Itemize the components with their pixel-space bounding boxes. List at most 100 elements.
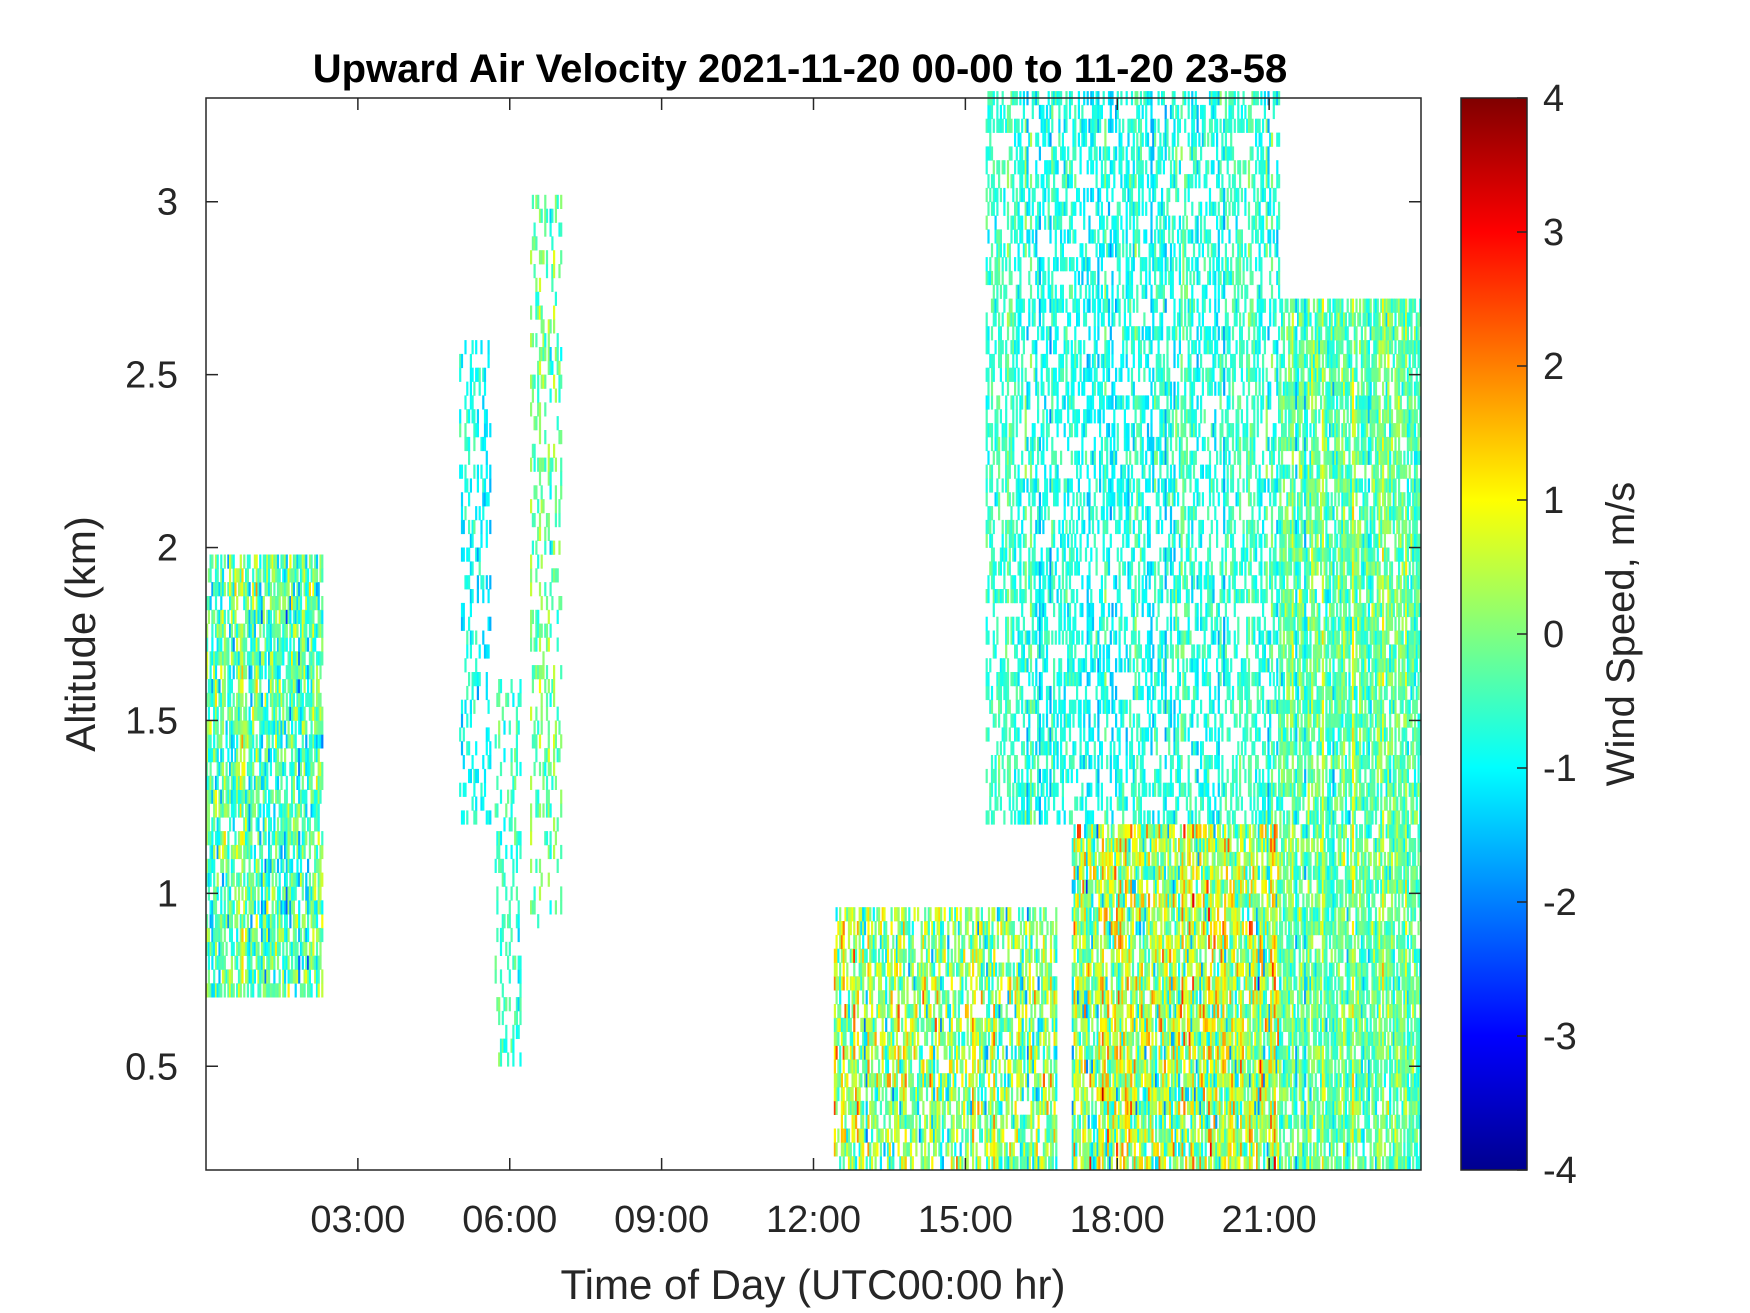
heatmap-cell [496,900,499,915]
heatmap-cell [239,637,242,652]
heatmap-cell [275,554,278,569]
heatmap-cell [1058,602,1061,618]
heatmap-cell [1031,436,1034,452]
heatmap-cell [904,907,907,922]
heatmap-cell [558,430,561,445]
heatmap-cell [294,941,297,956]
heatmap-cell [508,817,511,832]
heatmap-cell [1058,810,1061,825]
heatmap-cell [303,914,306,929]
heatmap-cell [227,637,230,652]
heatmap-cell [213,969,216,984]
heatmap-cell [840,1100,843,1115]
heatmap-cell [483,768,487,784]
heatmap-cell [1037,174,1040,189]
heatmap-cell [560,900,563,915]
heatmap-cell [308,748,311,763]
heatmap-cell [553,761,556,777]
heatmap-cell [253,554,256,569]
heatmap-cell [1042,132,1045,147]
heatmap-cell [1076,519,1079,535]
heatmap-cell [260,734,264,749]
heatmap-cell [892,1142,895,1157]
heatmap-cell [229,554,232,569]
heatmap-cell [904,1142,907,1157]
heatmap-cell [294,679,297,694]
heatmap-cell [1063,118,1066,133]
heatmap-cell [922,1156,925,1171]
heatmap-cell [232,817,235,832]
heatmap-cell [1053,174,1056,189]
heatmap-cell [234,761,237,777]
heatmap-cell [533,513,536,528]
heatmap-cell [230,900,233,915]
heatmap-cell [872,1073,875,1088]
heatmap-cell [1023,1142,1026,1157]
heatmap-cell [1037,1114,1040,1129]
heatmap-cell [1042,409,1045,424]
heatmap-cell [973,1045,976,1060]
heatmap-cell [515,1024,518,1039]
heatmap-cell [1045,547,1049,562]
heatmap-cell [913,976,916,991]
heatmap-cell [1024,506,1027,521]
heatmap-cell [1014,727,1017,742]
heatmap-cell [1008,492,1011,507]
heatmap-cell [867,1031,870,1046]
heatmap-cell [1016,990,1019,1005]
heatmap-cell [252,706,255,721]
heatmap-cell [282,679,285,694]
heatmap-cell [902,1087,906,1102]
heatmap-cell [243,554,246,569]
heatmap-cell [298,789,301,804]
heatmap-cell [1008,519,1011,535]
heatmap-cell [1076,450,1079,465]
heatmap-cell [257,886,260,901]
heatmap-cell [252,720,255,735]
heatmap-cell [237,679,241,694]
heatmap-cell [547,526,550,541]
heatmap-cell [241,955,244,970]
heatmap-cell [1021,602,1024,618]
heatmap-cell [1081,118,1084,133]
heatmap-cell [1060,146,1063,161]
heatmap-cell [989,948,992,963]
heatmap-cell [996,934,999,950]
heatmap-cell [909,1073,913,1088]
heatmap-cell [1022,298,1025,313]
heatmap-cell [966,962,969,977]
heatmap-cell [227,706,230,721]
heatmap-cell [885,1100,888,1115]
heatmap-cell [1068,160,1072,175]
heatmap-cell [553,817,556,832]
heatmap-cell [1042,575,1045,590]
heatmap-cell [1019,270,1022,286]
heatmap-cell [460,506,464,521]
heatmap-cell [998,326,1001,341]
heatmap-cell [207,609,210,624]
heatmap-cell [301,872,304,887]
heatmap-cell [301,568,304,583]
heatmap-cell [535,333,538,348]
heatmap-cell [515,844,518,860]
heatmap-cell [1033,243,1036,258]
heatmap-cell [1049,160,1052,175]
heatmap-cell [874,934,877,950]
heatmap-cell [241,568,244,583]
heatmap-cell [307,637,310,652]
heatmap-cell [1024,243,1027,258]
heatmap-cell [1017,768,1020,784]
heatmap-cell [1017,160,1020,175]
heatmap-cell [844,1031,847,1046]
heatmap-cell [207,706,210,721]
heatmap-cell [1054,381,1057,396]
heatmap-cell [1061,201,1064,216]
heatmap-cell [234,568,237,583]
heatmap-cell [305,872,308,887]
heatmap-cell [996,492,999,507]
heatmap-cell [207,983,210,998]
heatmap-cell [278,914,281,929]
heatmap-cell [936,1128,939,1143]
heatmap-cell [303,761,306,777]
heatmap-cell [1053,602,1056,618]
